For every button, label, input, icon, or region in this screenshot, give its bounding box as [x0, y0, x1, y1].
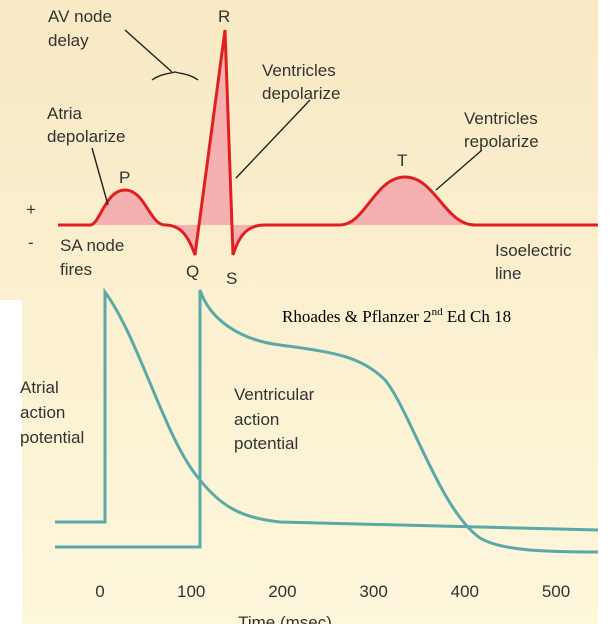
- background: [0, 0, 598, 624]
- label: Atria: [47, 104, 83, 123]
- label: P: [119, 168, 130, 187]
- margin: [0, 300, 22, 624]
- x-axis: 0 100 200 300 400 500: [95, 582, 570, 601]
- label: T: [397, 151, 407, 170]
- atrial-ap: [55, 287, 599, 532]
- label: delay: [48, 31, 89, 50]
- label: SA node: [60, 236, 124, 255]
- label: Q: [186, 262, 199, 281]
- ecg-trace: [58, 29, 598, 256]
- label: action: [234, 410, 279, 429]
- label: depolarize: [262, 84, 340, 103]
- label: depolarize: [47, 127, 125, 146]
- axis-label: Time (msec): [238, 613, 332, 624]
- x-tick-label: 100: [177, 582, 205, 601]
- label: R: [218, 7, 230, 26]
- x-tick-label: 0: [95, 582, 104, 601]
- label: potential: [234, 434, 298, 453]
- label: repolarize: [464, 132, 539, 151]
- leader-line: [235, 99, 311, 179]
- x-tick-label: 300: [359, 582, 387, 601]
- label: Atrial: [20, 378, 59, 397]
- label: action: [20, 403, 65, 422]
- label: S: [226, 269, 237, 288]
- label: fires: [60, 260, 92, 279]
- x-tick-label: 500: [542, 582, 570, 601]
- label: Isoelectric: [495, 241, 572, 260]
- label: line: [495, 264, 521, 283]
- label: Ventricles: [464, 109, 538, 128]
- label: -: [28, 233, 34, 252]
- ventricular-ap: [55, 289, 599, 554]
- label: Ventricles: [262, 61, 336, 80]
- x-tick-label: 400: [451, 582, 479, 601]
- leader-line: [91, 147, 109, 206]
- x-tick-label: 200: [268, 582, 296, 601]
- label: AV node: [48, 7, 112, 26]
- leader-line: [124, 29, 199, 81]
- label: +: [26, 200, 36, 219]
- label: Ventricular: [234, 385, 315, 404]
- citation: Rhoades & Pflanzer 2nd Ed Ch 18: [282, 306, 511, 326]
- leader-line: [435, 149, 483, 191]
- label: potential: [20, 428, 84, 447]
